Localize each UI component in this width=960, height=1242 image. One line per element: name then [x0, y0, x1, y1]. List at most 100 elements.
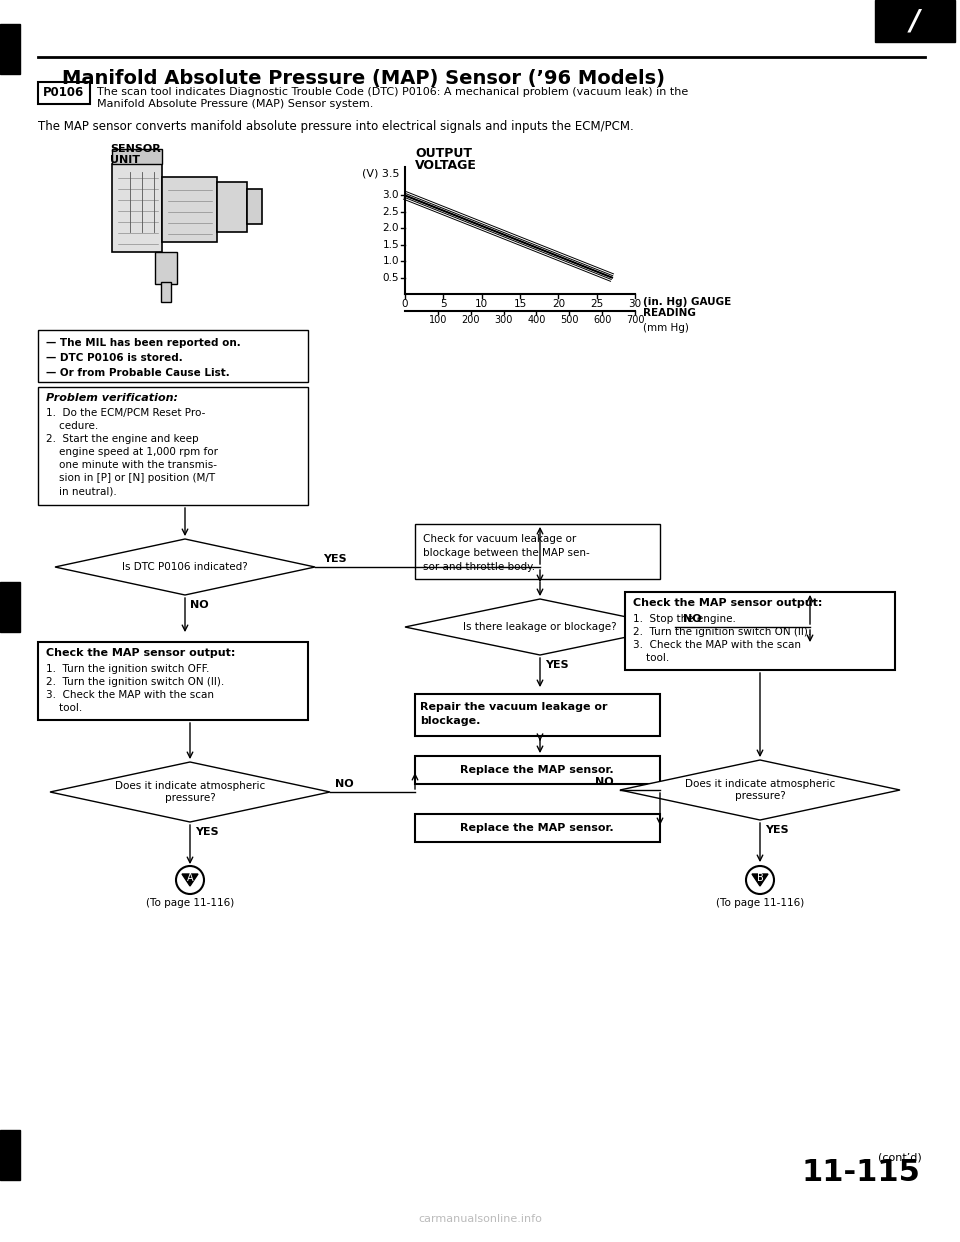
Text: carmanualsonline.info: carmanualsonline.info [418, 1213, 542, 1225]
Polygon shape [752, 874, 768, 886]
Text: 500: 500 [560, 315, 579, 325]
Text: 3.  Check the MAP with the scan: 3. Check the MAP with the scan [46, 691, 214, 700]
Text: engine speed at 1,000 rpm for: engine speed at 1,000 rpm for [46, 447, 218, 457]
Text: 400: 400 [527, 315, 545, 325]
Polygon shape [620, 760, 900, 820]
Text: Check the MAP sensor output:: Check the MAP sensor output: [633, 597, 823, 609]
Polygon shape [182, 874, 198, 886]
Text: — DTC P0106 is stored.: — DTC P0106 is stored. [46, 353, 182, 363]
Text: /: / [910, 7, 920, 35]
Text: 700: 700 [626, 315, 644, 325]
Text: 15: 15 [514, 299, 527, 309]
Text: 1.5: 1.5 [382, 240, 399, 250]
Text: SENSOR: SENSOR [110, 144, 160, 154]
Bar [415, 524, 660, 579]
Text: VOLTAGE: VOLTAGE [415, 159, 477, 171]
Text: sion in [P] or [N] position (M/T: sion in [P] or [N] position (M/T [46, 473, 215, 483]
Text: — Or from Probable Cause List.: — Or from Probable Cause List. [46, 368, 229, 378]
Text: one minute with the transmis-: one minute with the transmis- [46, 460, 217, 469]
Bar [112, 164, 162, 252]
Text: tool.: tool. [633, 653, 669, 663]
Text: Manifold Absolute Pressure (MAP) Sensor system.: Manifold Absolute Pressure (MAP) Sensor … [97, 99, 373, 109]
Text: cedure.: cedure. [46, 421, 98, 431]
Text: 200: 200 [462, 315, 480, 325]
Text: 5: 5 [440, 299, 446, 309]
Text: (mm Hg): (mm Hg) [643, 323, 689, 333]
Text: READING: READING [643, 308, 696, 318]
Text: UNIT: UNIT [110, 155, 140, 165]
Text: Repair the vacuum leakage or: Repair the vacuum leakage or [420, 702, 608, 712]
Text: 1.0: 1.0 [382, 256, 399, 266]
Bar [415, 756, 660, 784]
Bar [625, 592, 895, 669]
Polygon shape [50, 763, 330, 822]
Text: 0.5: 0.5 [382, 272, 399, 283]
Text: tool.: tool. [46, 703, 83, 713]
Text: (in. Hg) GAUGE: (in. Hg) GAUGE [643, 297, 732, 307]
Text: Problem verification:: Problem verification: [46, 392, 178, 402]
Text: YES: YES [765, 825, 788, 835]
Text: Manifold Absolute Pressure (MAP) Sensor (’96 Models): Manifold Absolute Pressure (MAP) Sensor … [62, 70, 665, 88]
Circle shape [176, 866, 204, 894]
Bar [38, 388, 308, 505]
Text: NO: NO [335, 779, 353, 789]
Text: 2.  Turn the ignition switch ON (II).: 2. Turn the ignition switch ON (II). [46, 677, 225, 687]
Text: NO: NO [683, 614, 702, 623]
Text: A: A [186, 873, 193, 883]
Text: blockage between the MAP sen-: blockage between the MAP sen- [423, 548, 589, 558]
Polygon shape [405, 599, 675, 655]
Bar [875, 0, 955, 42]
Bar [0, 582, 20, 632]
Text: Check for vacuum leakage or: Check for vacuum leakage or [423, 534, 576, 544]
Text: 20: 20 [552, 299, 564, 309]
Text: blockage.: blockage. [420, 715, 480, 727]
Text: 1.  Stop the engine.: 1. Stop the engine. [633, 614, 736, 623]
Text: 2.  Start the engine and keep: 2. Start the engine and keep [46, 433, 199, 443]
Text: Is DTC P0106 indicated?: Is DTC P0106 indicated? [122, 561, 248, 573]
Text: 300: 300 [494, 315, 513, 325]
Bar [155, 252, 177, 284]
Bar [217, 183, 247, 232]
Text: in neutral).: in neutral). [46, 486, 117, 496]
Text: Check the MAP sensor output:: Check the MAP sensor output: [46, 648, 235, 658]
Text: 100: 100 [429, 315, 447, 325]
Text: P0106: P0106 [43, 87, 84, 99]
Bar [162, 178, 217, 242]
Text: OUTPUT: OUTPUT [415, 147, 472, 160]
Bar [0, 1130, 20, 1180]
Text: 2.  Turn the ignition switch ON (II).: 2. Turn the ignition switch ON (II). [633, 627, 811, 637]
Text: (To page 11-116): (To page 11-116) [146, 898, 234, 908]
Text: sor and throttle body.: sor and throttle body. [423, 561, 535, 573]
Circle shape [746, 866, 774, 894]
Text: 2.5: 2.5 [382, 207, 399, 217]
Text: NO: NO [190, 600, 208, 610]
Text: 3.  Check the MAP with the scan: 3. Check the MAP with the scan [633, 640, 801, 650]
Text: YES: YES [195, 827, 219, 837]
Text: 600: 600 [593, 315, 612, 325]
Text: B: B [756, 873, 763, 883]
Text: 25: 25 [590, 299, 603, 309]
Text: 11-115: 11-115 [802, 1158, 920, 1187]
Text: NO: NO [595, 777, 613, 787]
Bar [415, 814, 660, 842]
Bar [0, 24, 20, 75]
Text: 2.0: 2.0 [382, 224, 399, 233]
Bar [38, 82, 90, 104]
Text: The MAP sensor converts manifold absolute pressure into electrical signals and i: The MAP sensor converts manifold absolut… [38, 120, 634, 133]
Text: (V) 3.5: (V) 3.5 [363, 169, 400, 179]
Text: 1.  Do the ECM/PCM Reset Pro-: 1. Do the ECM/PCM Reset Pro- [46, 409, 205, 419]
Text: Does it indicate atmospheric
pressure?: Does it indicate atmospheric pressure? [684, 779, 835, 801]
Text: 1.  Turn the ignition switch OFF.: 1. Turn the ignition switch OFF. [46, 664, 209, 674]
Text: Replace the MAP sensor.: Replace the MAP sensor. [460, 823, 613, 833]
Text: Is there leakage or blockage?: Is there leakage or blockage? [463, 622, 617, 632]
Bar [415, 694, 660, 737]
Text: YES: YES [545, 660, 568, 669]
Bar [38, 642, 308, 720]
Bar [247, 189, 262, 224]
Text: (To page 11-116): (To page 11-116) [716, 898, 804, 908]
Bar [161, 282, 171, 302]
Text: 30: 30 [629, 299, 641, 309]
Text: Does it indicate atmospheric
pressure?: Does it indicate atmospheric pressure? [115, 781, 265, 802]
Bar [38, 330, 308, 383]
Text: 10: 10 [475, 299, 489, 309]
